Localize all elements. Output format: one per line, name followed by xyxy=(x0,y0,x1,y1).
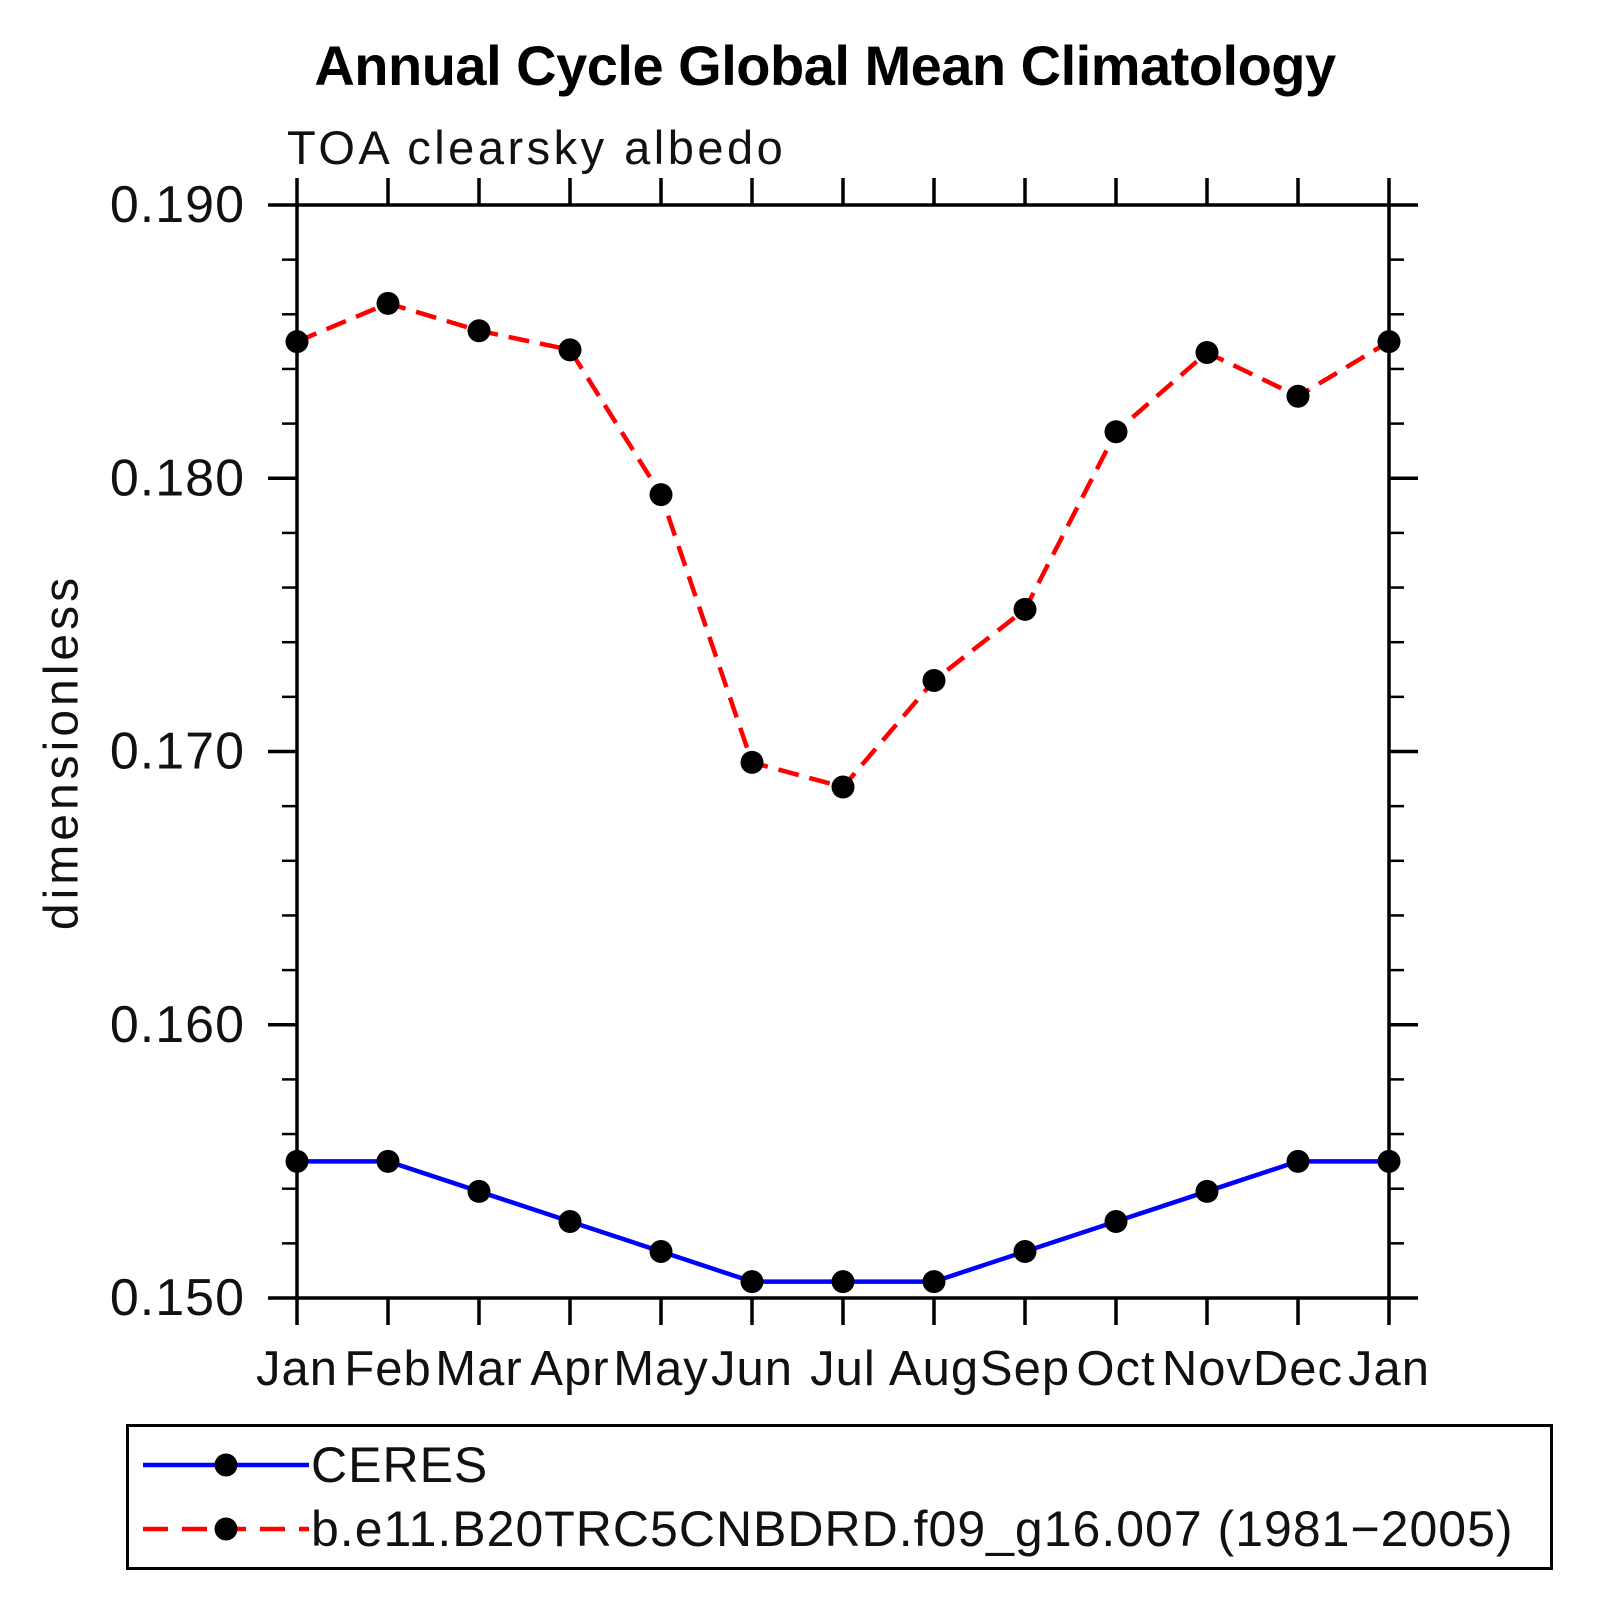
series-marker-ceres xyxy=(831,1270,855,1294)
series-marker-model xyxy=(1013,597,1037,621)
legend-sample-model xyxy=(143,1517,309,1541)
series-line-ceres xyxy=(297,1159,1389,1284)
series-marker-ceres xyxy=(649,1240,673,1264)
series-marker-model xyxy=(831,775,855,799)
y-tick-label: 0.150 xyxy=(110,1269,245,1327)
x-tick-label: Jan xyxy=(1348,1342,1430,1396)
series-marker-ceres xyxy=(1013,1240,1037,1264)
x-tick-label: Aug xyxy=(889,1342,979,1396)
x-tick-label: Sep xyxy=(980,1342,1070,1396)
x-tick-label: May xyxy=(613,1342,709,1396)
series-marker-model xyxy=(649,483,673,507)
legend-label-ceres: CERES xyxy=(311,1437,489,1494)
x-tick-label: Mar xyxy=(435,1342,522,1396)
x-tick-label: Oct xyxy=(1076,1342,1155,1396)
series-marker-ceres xyxy=(1104,1209,1128,1233)
legend-marker-icon xyxy=(214,1453,238,1477)
series-marker-ceres xyxy=(376,1149,400,1173)
series-marker-ceres xyxy=(467,1179,491,1203)
series-line-model xyxy=(296,300,1391,790)
x-tick-label: Jun xyxy=(711,1342,793,1396)
legend-item-ceres: CERES xyxy=(141,1440,1550,1490)
legend-marker-icon xyxy=(214,1517,238,1541)
x-tick-label: Feb xyxy=(344,1342,431,1396)
y-tick-label: 0.180 xyxy=(110,449,245,507)
series-marker-ceres xyxy=(922,1270,946,1294)
y-tick-label: 0.170 xyxy=(110,723,245,781)
series-marker-model xyxy=(1195,341,1219,365)
series-marker-model xyxy=(376,291,400,315)
x-tick-label: Apr xyxy=(530,1342,609,1396)
y-tick-label: 0.190 xyxy=(110,176,245,234)
chart-title: Annual Cycle Global Mean Climatology xyxy=(314,34,1336,97)
series-marker-ceres xyxy=(740,1270,764,1294)
y-tick-label: 0.160 xyxy=(110,996,245,1054)
x-tick-label: Dec xyxy=(1253,1342,1343,1396)
series-marker-ceres xyxy=(1377,1149,1401,1173)
series-marker-model xyxy=(1286,384,1310,408)
series-marker-model xyxy=(558,338,582,362)
series-marker-model xyxy=(285,330,309,354)
x-tick-label: Jan xyxy=(256,1342,338,1396)
legend-item-model: b.e11.B20TRC5CNBDRD.f09_g16.007 (1981−20… xyxy=(141,1504,1550,1554)
series-marker-ceres xyxy=(558,1209,582,1233)
series-marker-model xyxy=(467,319,491,343)
series-marker-model xyxy=(922,668,946,692)
chart-subtitle: TOA clearsky albedo xyxy=(287,121,787,174)
x-tick-label: Nov xyxy=(1162,1342,1252,1396)
x-tick-label: Jul xyxy=(810,1342,876,1396)
series-marker-ceres xyxy=(1286,1149,1310,1173)
legend-label-model: b.e11.B20TRC5CNBDRD.f09_g16.007 (1981−20… xyxy=(311,1500,1514,1557)
series-marker-model xyxy=(1377,330,1401,354)
series-marker-ceres xyxy=(1195,1179,1219,1203)
legend: CERES b.e11.B20TRC5CNBDRD.f09_g16.007 (1… xyxy=(126,1424,1553,1570)
series-marker-model xyxy=(1104,420,1128,444)
series-marker-model xyxy=(740,750,764,774)
series-marker-ceres xyxy=(285,1149,309,1173)
legend-sample-ceres xyxy=(143,1453,309,1477)
